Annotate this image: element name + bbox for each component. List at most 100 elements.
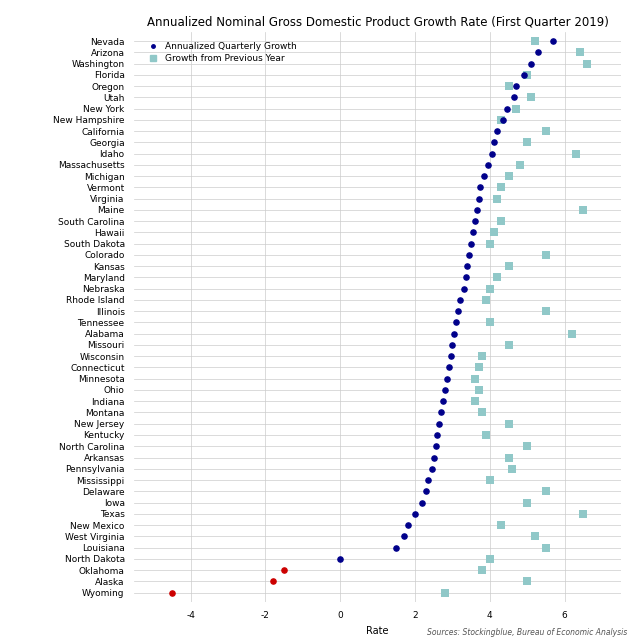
Point xyxy=(492,272,502,282)
Point xyxy=(541,543,551,553)
Point xyxy=(440,385,450,395)
Point xyxy=(429,452,439,463)
Point xyxy=(438,396,448,406)
Point xyxy=(541,306,551,316)
Point xyxy=(548,36,559,46)
Point xyxy=(526,92,536,102)
Title: Annualized Nominal Gross Domestic Product Growth Rate (First Quarter 2019): Annualized Nominal Gross Domestic Produc… xyxy=(147,15,609,28)
Point xyxy=(462,261,472,271)
Point xyxy=(504,171,514,181)
Point xyxy=(403,520,413,530)
Point xyxy=(567,328,577,339)
Point xyxy=(453,306,463,316)
Point xyxy=(455,295,465,305)
Point xyxy=(526,58,536,68)
Point xyxy=(488,137,499,147)
Point xyxy=(496,115,506,125)
Point xyxy=(431,441,441,451)
Point xyxy=(504,419,514,429)
Point xyxy=(522,441,532,451)
Point xyxy=(440,588,450,598)
Point xyxy=(522,137,532,147)
Point xyxy=(481,295,492,305)
Point xyxy=(477,565,488,575)
Point xyxy=(460,272,470,282)
Point xyxy=(444,362,454,372)
Point xyxy=(504,261,514,271)
Point xyxy=(433,430,443,440)
Point xyxy=(530,531,540,541)
Point xyxy=(458,284,468,294)
Point xyxy=(504,452,514,463)
Point xyxy=(470,396,480,406)
Point xyxy=(464,250,474,260)
Point xyxy=(509,92,519,102)
Point xyxy=(522,497,532,508)
Point xyxy=(449,328,460,339)
Point xyxy=(423,475,433,485)
Point xyxy=(502,104,512,114)
Point xyxy=(496,520,506,530)
Point xyxy=(166,588,177,598)
Point xyxy=(484,284,495,294)
Point xyxy=(579,509,589,519)
Point xyxy=(522,70,532,80)
Point xyxy=(477,408,488,418)
Point xyxy=(498,115,508,125)
Point xyxy=(518,70,529,80)
Point xyxy=(474,385,484,395)
Point xyxy=(484,475,495,485)
Point xyxy=(391,543,401,553)
Point xyxy=(481,430,492,440)
Point xyxy=(486,148,497,159)
Point xyxy=(335,554,346,564)
Point xyxy=(436,408,446,418)
Point xyxy=(451,317,461,328)
Point xyxy=(492,193,502,204)
Point xyxy=(533,47,543,58)
Point xyxy=(575,47,585,58)
Point xyxy=(530,36,540,46)
Point xyxy=(488,227,499,237)
Text: Sources: Stockingblue, Bureau of Economic Analysis: Sources: Stockingblue, Bureau of Economi… xyxy=(427,628,627,637)
X-axis label: Rate: Rate xyxy=(366,626,389,636)
Point xyxy=(496,216,506,226)
Point xyxy=(582,58,592,68)
Point xyxy=(479,171,490,181)
Point xyxy=(579,205,589,215)
Point xyxy=(472,205,482,215)
Point xyxy=(541,126,551,136)
Point xyxy=(279,565,289,575)
Point xyxy=(442,374,452,384)
Point xyxy=(492,126,502,136)
Point xyxy=(507,463,517,474)
Point xyxy=(470,216,480,226)
Point xyxy=(484,554,495,564)
Point xyxy=(515,160,525,170)
Point xyxy=(484,239,495,249)
Point xyxy=(399,531,409,541)
Point xyxy=(434,419,444,429)
Point xyxy=(504,81,514,91)
Point xyxy=(410,509,420,519)
Point xyxy=(504,340,514,350)
Point xyxy=(466,239,476,249)
Point xyxy=(470,374,480,384)
Point xyxy=(511,81,521,91)
Point xyxy=(427,463,437,474)
Point xyxy=(447,340,458,350)
Point xyxy=(496,182,506,193)
Point xyxy=(474,362,484,372)
Point xyxy=(522,576,532,586)
Point xyxy=(477,351,488,362)
Point xyxy=(483,160,493,170)
Point xyxy=(445,351,456,362)
Point xyxy=(417,497,428,508)
Point xyxy=(541,486,551,497)
Point xyxy=(511,104,521,114)
Point xyxy=(421,486,431,497)
Point xyxy=(541,250,551,260)
Point xyxy=(468,227,478,237)
Point xyxy=(476,182,486,193)
Point xyxy=(571,148,581,159)
